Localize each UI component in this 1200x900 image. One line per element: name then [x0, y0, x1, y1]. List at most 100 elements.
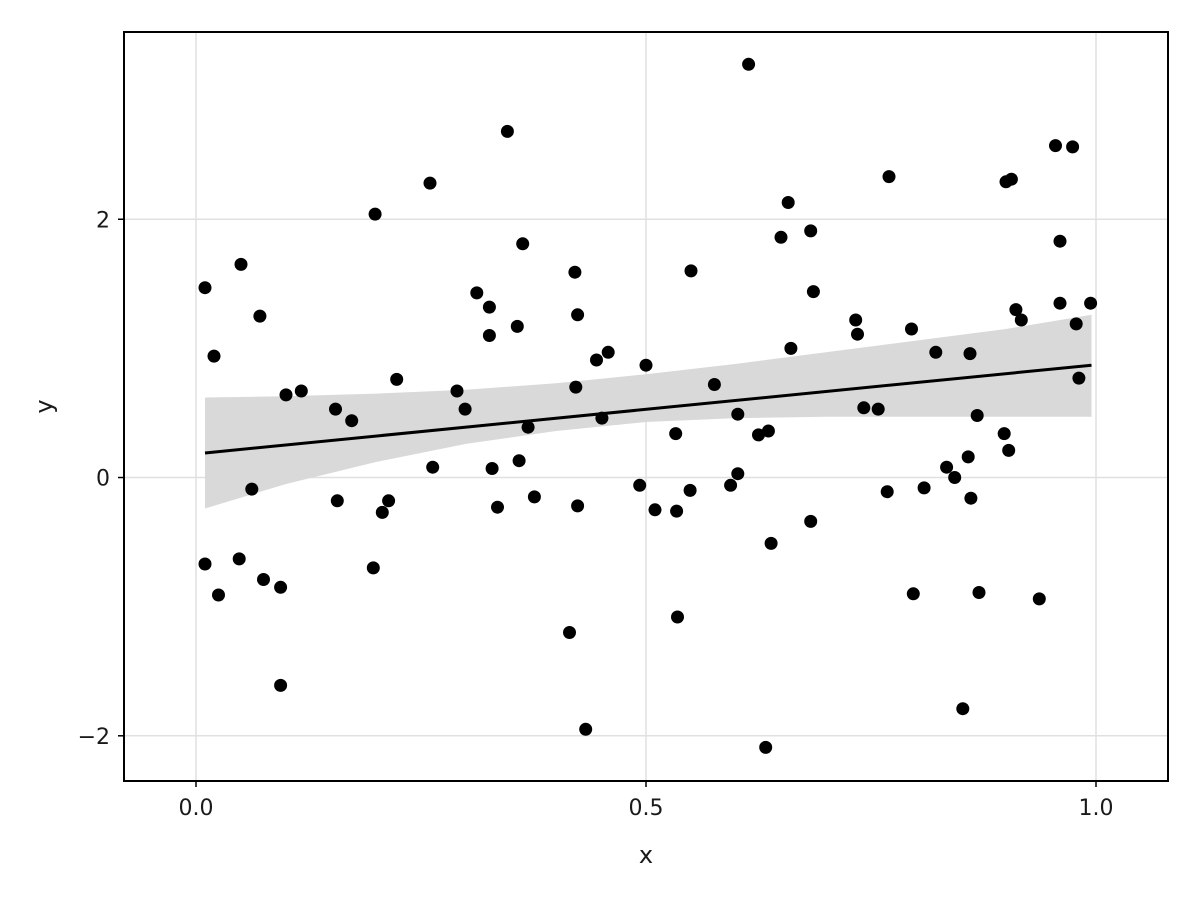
data-point [759, 740, 773, 754]
data-point [198, 281, 212, 295]
data-point [683, 483, 697, 497]
y-axis-label: y [30, 399, 58, 413]
data-point [245, 482, 259, 496]
data-point [568, 265, 582, 279]
data-point [485, 462, 499, 475]
data-point [752, 428, 765, 442]
data-point [500, 124, 514, 138]
data-point [470, 286, 484, 300]
data-point [274, 678, 288, 692]
data-point [207, 349, 221, 363]
x-tick-label: 0.5 [629, 796, 664, 821]
data-point [1002, 443, 1016, 457]
data-point [257, 573, 270, 586]
data-point [366, 561, 380, 575]
data-point [329, 402, 342, 416]
data-point [368, 207, 382, 221]
data-point [964, 491, 978, 505]
data-point [671, 610, 684, 624]
data-point [929, 345, 943, 359]
data-point [784, 341, 798, 355]
data-point [482, 329, 496, 342]
data-point [390, 372, 404, 386]
data-point [590, 353, 603, 367]
data-point [1066, 140, 1080, 154]
data-point [669, 427, 683, 441]
data-point [849, 313, 863, 327]
data-point [731, 407, 745, 421]
data-points [198, 57, 1098, 754]
data-point [232, 552, 246, 566]
data-point [1004, 172, 1018, 186]
data-point [707, 378, 721, 391]
data-point [961, 450, 975, 464]
data-point [997, 427, 1011, 441]
data-point [670, 504, 684, 518]
data-point [1032, 592, 1046, 606]
data-point [639, 358, 653, 372]
y-tick-label: 0 [96, 467, 110, 492]
data-point [426, 460, 440, 474]
data-point [804, 224, 818, 238]
y-tick-label: −2 [78, 725, 110, 750]
x-axis-label: x [639, 841, 653, 869]
data-point [1014, 313, 1028, 327]
data-point [940, 460, 954, 474]
data-point [948, 471, 962, 484]
data-point [516, 237, 530, 251]
data-point [761, 424, 775, 438]
data-point [330, 494, 344, 508]
data-point [851, 327, 864, 341]
confidence-band-layer [205, 314, 1092, 509]
data-point [521, 420, 535, 434]
data-point [527, 490, 541, 504]
data-point [882, 170, 896, 184]
data-point [731, 467, 745, 481]
data-point [917, 481, 931, 495]
data-point [512, 454, 526, 468]
data-point [804, 514, 818, 528]
confidence-band [205, 314, 1092, 509]
data-point [774, 230, 788, 244]
data-point [212, 588, 225, 602]
regression-line [204, 363, 1092, 455]
data-point [579, 722, 593, 736]
data-point [234, 257, 248, 271]
data-point [601, 345, 615, 359]
data-point [764, 536, 778, 550]
data-point [1049, 139, 1062, 153]
data-point [742, 57, 756, 71]
data-point [345, 414, 359, 428]
data-point [1084, 296, 1098, 310]
data-point [375, 505, 389, 519]
data-point [871, 402, 885, 416]
data-point [563, 626, 576, 639]
data-point [279, 388, 293, 402]
y-tick-label: 2 [96, 208, 110, 233]
data-point [781, 196, 795, 209]
data-point [905, 322, 918, 336]
data-point [1009, 303, 1023, 317]
data-point [482, 300, 496, 314]
data-point [963, 347, 977, 361]
data-point [1053, 296, 1067, 310]
data-point [806, 285, 820, 299]
data-point [857, 401, 871, 415]
data-point [648, 503, 662, 517]
fit-line-layer [204, 363, 1092, 455]
data-point [1069, 317, 1083, 331]
data-point [491, 500, 504, 514]
data-point [294, 384, 308, 398]
x-tick-label: 0.0 [179, 796, 214, 821]
data-point [510, 319, 524, 333]
data-point [253, 309, 267, 323]
data-point [274, 580, 288, 594]
data-point [450, 384, 464, 398]
data-point [972, 586, 986, 599]
data-point [906, 587, 920, 601]
data-point [880, 485, 894, 499]
data-point [198, 557, 212, 571]
data-point [423, 176, 437, 190]
data-point [571, 308, 585, 322]
